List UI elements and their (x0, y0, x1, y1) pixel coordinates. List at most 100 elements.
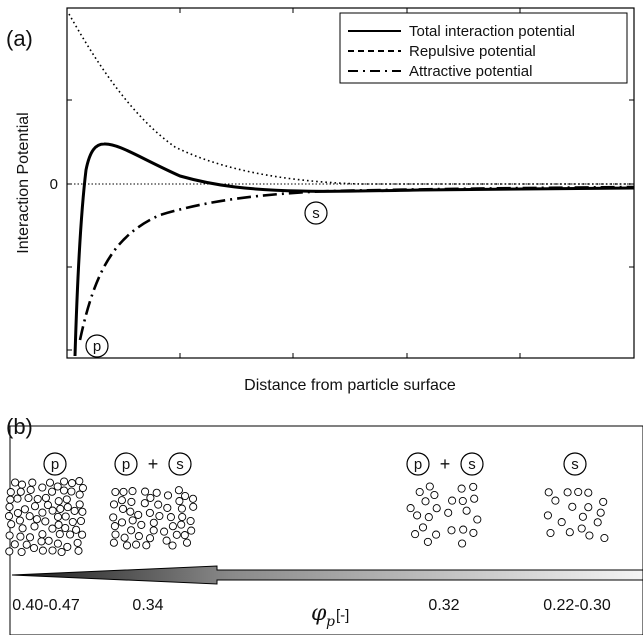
y-ticks (67, 99, 634, 351)
particle (584, 488, 593, 497)
particle (22, 540, 31, 549)
particle (25, 533, 35, 542)
particle (565, 528, 574, 537)
particle (577, 524, 586, 533)
svg-text:p: p (93, 338, 101, 355)
particle (78, 483, 87, 493)
legend-total: Total interaction potential (409, 23, 575, 40)
particle (109, 500, 119, 509)
range-label-4: 0.22-0.30 (543, 597, 611, 614)
particle (578, 512, 587, 521)
particle-clusters (4, 477, 609, 557)
particle (63, 503, 72, 512)
particle (180, 531, 189, 540)
svg-text:s: s (468, 456, 476, 473)
particle (162, 536, 171, 545)
particle (30, 502, 40, 511)
particle (28, 478, 37, 487)
particle (38, 508, 47, 517)
range-label-2: 0.34 (132, 597, 163, 614)
particle (120, 533, 129, 542)
particle (111, 487, 120, 497)
particle (448, 496, 457, 505)
particle (73, 538, 82, 547)
legend: Total interaction potential Repulsive po… (339, 12, 628, 84)
particle (473, 515, 482, 524)
particle (470, 494, 479, 503)
particle (459, 525, 468, 534)
particle (110, 522, 119, 531)
particle (57, 547, 66, 557)
particle (118, 504, 128, 513)
particle (70, 506, 79, 515)
particle (30, 522, 39, 531)
particle (584, 503, 593, 512)
particle (76, 516, 86, 526)
particle (574, 487, 583, 497)
particle (109, 538, 118, 547)
particle (163, 503, 172, 512)
cluster-primary-secondary-dense (109, 486, 198, 550)
particle (5, 502, 14, 511)
particle (117, 518, 127, 527)
curves (68, 13, 634, 357)
particle (33, 494, 42, 504)
particle (444, 508, 453, 517)
particle (74, 546, 83, 555)
particle (37, 537, 46, 546)
particle (134, 510, 143, 519)
particle (16, 532, 25, 541)
particle (149, 518, 158, 527)
particle (593, 518, 602, 527)
particle (43, 500, 52, 510)
particle (15, 516, 24, 525)
particle (75, 477, 84, 486)
particle (137, 520, 146, 529)
particle (415, 487, 424, 497)
particle (178, 512, 187, 522)
particle (38, 530, 47, 539)
panel-a-label: (a) (6, 26, 33, 51)
particle (66, 530, 75, 539)
y-axis-label: Interaction Potential (15, 112, 32, 253)
legend-attractive: Attractive potential (409, 63, 532, 80)
particle (432, 504, 441, 513)
particle (177, 520, 186, 529)
particle (152, 488, 161, 497)
particle (10, 540, 19, 549)
group-1-label: p (43, 452, 67, 476)
particle (140, 499, 149, 508)
particle (172, 530, 181, 539)
particle (11, 478, 20, 487)
particle (411, 530, 420, 539)
plot-area: p s Total interaction potential Repulsiv… (66, 7, 635, 359)
particle (122, 541, 132, 550)
cluster-secondary (543, 487, 609, 543)
particle (458, 496, 467, 506)
svg-text:+: + (148, 454, 159, 474)
particle (18, 524, 27, 533)
group-2-label: p + s (114, 452, 192, 476)
particle (168, 541, 177, 550)
particle (142, 541, 151, 550)
svg-text:s: s (176, 456, 184, 473)
particle (166, 513, 175, 522)
particle (557, 518, 566, 527)
particle (568, 502, 577, 511)
cluster-primary-secondary-sparse (406, 482, 482, 548)
particle (29, 543, 39, 553)
svg-text:p: p (414, 456, 422, 473)
particle (457, 484, 466, 493)
particle (413, 511, 422, 520)
particle (55, 530, 64, 539)
particle (546, 528, 555, 538)
particle (599, 497, 608, 506)
particle (168, 522, 177, 531)
particle (145, 534, 155, 543)
particle (600, 533, 609, 543)
group-4-label: s (563, 452, 587, 476)
particle (134, 532, 143, 541)
particle (61, 523, 70, 533)
range-label-3: 0.32 (428, 597, 459, 614)
particle (458, 539, 467, 548)
